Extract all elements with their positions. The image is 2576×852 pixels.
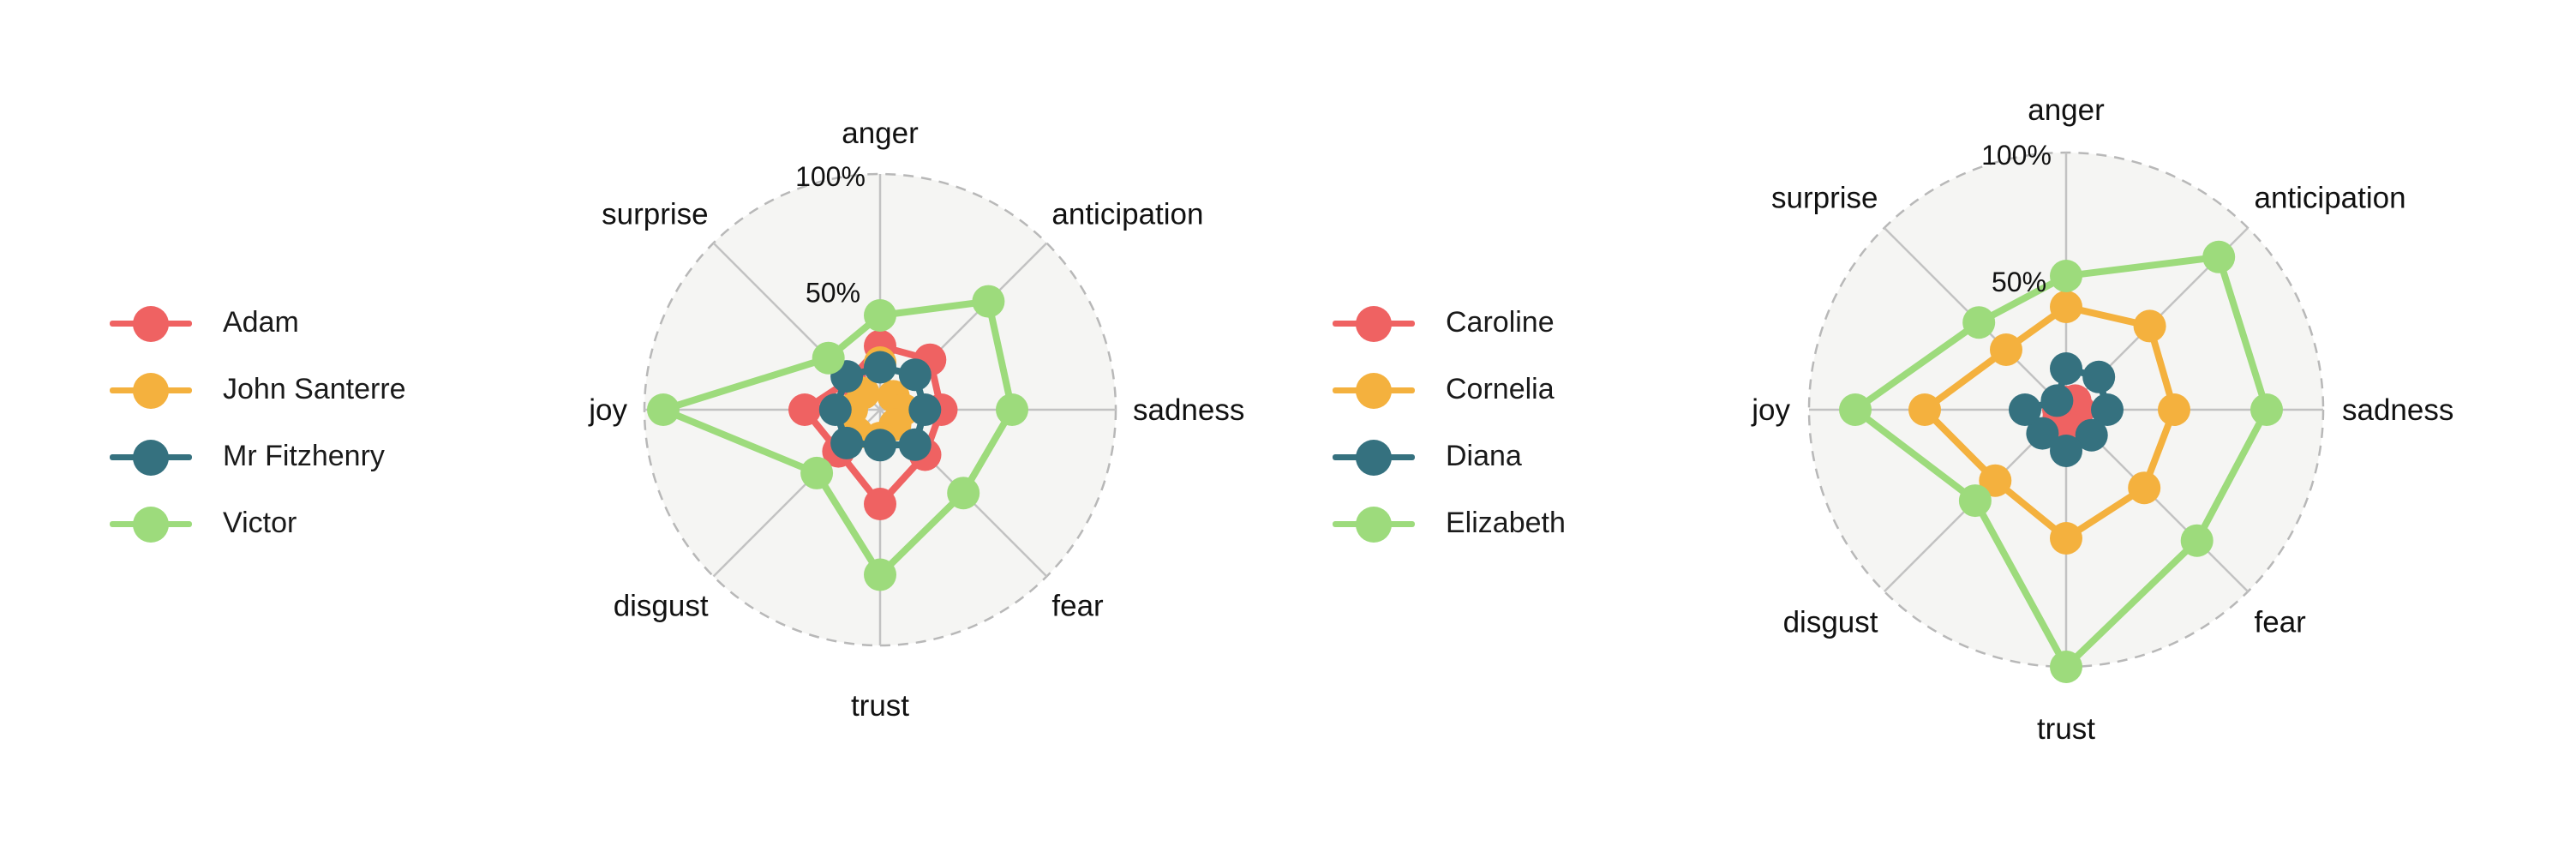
- legend-label: Victor: [223, 507, 297, 539]
- data-point: [647, 393, 680, 426]
- axis-label: surprise: [1771, 182, 1878, 215]
- data-point: [2082, 360, 2116, 393]
- data-point: [2202, 240, 2236, 273]
- data-point: [2180, 524, 2214, 557]
- legend-marker: [133, 373, 169, 409]
- legend-label: Diana: [1446, 440, 1522, 472]
- axis-label: sadness: [2342, 393, 2453, 427]
- axis-label: sadness: [1133, 393, 1244, 427]
- legend-item: John Santerre: [110, 364, 452, 416]
- radar-chart-right: 50% 100% anger anticipation sadness fear trust…: [1751, 93, 2453, 746]
- legend-marker: [1356, 507, 1392, 543]
- axis-label: surprise: [602, 198, 708, 231]
- data-point: [2050, 435, 2082, 467]
- data-point: [2050, 260, 2082, 292]
- legend-item: Victor: [110, 498, 452, 549]
- legend-item: Cornelia: [1333, 364, 1675, 416]
- data-point: [2050, 352, 2082, 385]
- r-tick-label: 50%: [806, 278, 860, 309]
- data-point: [812, 341, 845, 375]
- legend-marker: [1356, 373, 1392, 409]
- legend-item: Elizabeth: [1333, 498, 1675, 549]
- data-point: [788, 393, 821, 426]
- axis-label: fear: [1051, 589, 1104, 622]
- data-point: [1962, 306, 1996, 339]
- legend-label: Cornelia: [1446, 373, 1555, 405]
- legend-item: Caroline: [1333, 297, 1675, 349]
- data-point: [1839, 393, 1872, 426]
- legend-label: Mr Fitzhenry: [223, 440, 385, 472]
- data-point: [2250, 393, 2283, 426]
- data-point: [972, 285, 1005, 318]
- data-point: [908, 393, 942, 426]
- data-point: [800, 456, 834, 489]
- legend-item: Diana: [1333, 431, 1675, 483]
- data-point: [947, 477, 980, 510]
- data-point: [2075, 418, 2108, 452]
- data-point: [2050, 522, 2082, 555]
- data-point: [864, 558, 896, 591]
- data-point: [1908, 393, 1941, 426]
- axis-label: trust: [851, 689, 909, 723]
- legend-marker: [133, 440, 169, 476]
- legend-marker: [1356, 306, 1392, 342]
- axis-label: disgust: [1783, 606, 1878, 639]
- data-point: [818, 393, 852, 426]
- legend-label: Caroline: [1446, 306, 1555, 339]
- data-point: [864, 299, 896, 332]
- data-point: [864, 351, 896, 384]
- data-point: [2133, 309, 2166, 343]
- data-point: [2158, 393, 2190, 426]
- legend-item: Adam: [110, 297, 452, 349]
- legend-marker: [133, 306, 169, 342]
- legend-label: Elizabeth: [1446, 507, 1566, 539]
- axis-label: disgust: [614, 589, 709, 622]
- data-point: [2040, 384, 2074, 417]
- legend-marker: [1356, 440, 1392, 476]
- data-point: [1990, 333, 2022, 366]
- r-tick-label: 100%: [795, 161, 866, 192]
- axis-label: anticipation: [1051, 198, 1203, 231]
- data-point: [864, 488, 896, 520]
- legend-marker: [133, 507, 169, 543]
- legend-label: John Santerre: [223, 373, 406, 405]
- data-point: [2050, 651, 2082, 683]
- r-tick-label: 100%: [1981, 140, 2052, 171]
- data-point: [2009, 393, 2041, 426]
- data-point: [898, 358, 932, 392]
- data-point: [2026, 417, 2059, 450]
- data-point: [830, 426, 864, 459]
- data-point: [864, 429, 896, 462]
- data-point: [898, 428, 932, 461]
- axis-label: anger: [842, 117, 919, 150]
- axis-label: fear: [2255, 606, 2307, 639]
- r-tick-label: 50%: [1992, 267, 2046, 297]
- data-point: [2091, 393, 2124, 426]
- data-point: [1979, 464, 2012, 497]
- legend-left: Adam John Santerre Mr Fitzhenry Victor: [110, 297, 470, 543]
- legend-right: Caroline Cornelia Diana Elizabeth: [1333, 297, 1692, 543]
- radar-chart-left: 50% 100% anger anticipation sadness fear trust…: [588, 117, 1244, 723]
- data-point: [1958, 484, 1992, 518]
- axis-label: joy: [1751, 393, 1790, 427]
- data-point: [2050, 291, 2082, 323]
- axis-label: trust: [2037, 712, 2095, 746]
- data-point: [996, 393, 1028, 426]
- data-point: [2128, 471, 2161, 505]
- axis-label: anger: [2028, 93, 2105, 127]
- legend-item: Mr Fitzhenry: [110, 431, 452, 483]
- legend-label: Adam: [223, 306, 299, 339]
- axis-label: joy: [588, 393, 627, 427]
- axis-label: anticipation: [2255, 182, 2406, 215]
